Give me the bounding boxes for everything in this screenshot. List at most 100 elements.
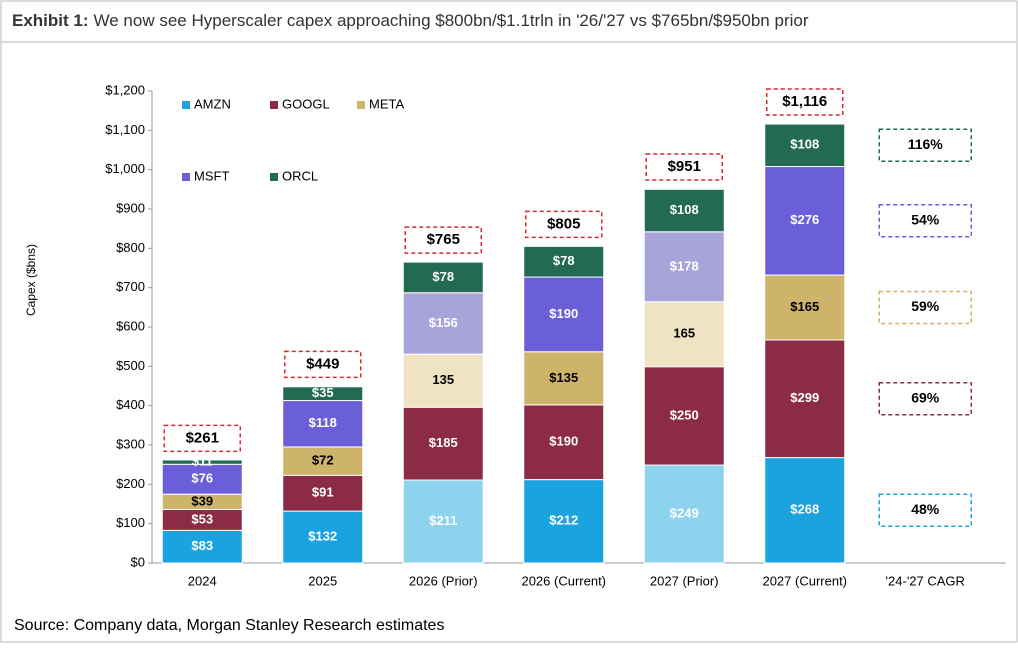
cagr-label: 116% [908,136,944,152]
value-label: $108 [790,137,819,152]
bar-segment [523,276,605,353]
bar-segment [643,366,725,466]
value-label: $250 [670,407,699,422]
bar-segment [402,353,484,408]
total-box [525,210,603,239]
value-label: $190 [549,434,578,449]
bar-segment [282,510,364,564]
x-tick-label: 2024 [188,573,217,588]
value-label: $299 [790,390,819,405]
bar-segment [764,339,846,459]
cagr-box [878,290,972,325]
legend-swatch [270,173,278,181]
value-label: $249 [670,505,699,520]
legend-label: AMZN [194,96,231,111]
bar-segment [161,529,243,564]
bar-segment [523,351,605,406]
bar-segment [282,386,364,402]
bar-segment [523,404,605,481]
value-label: $165 [790,299,819,314]
cagr-label: 59% [911,298,940,314]
bar-segment [643,231,725,303]
y-tick-label: $800 [116,240,145,255]
x-tick-label: 2027 (Current) [762,573,847,588]
value-label: $78 [432,269,454,284]
value-label: $83 [191,538,213,553]
total-label: $765 [427,231,460,248]
value-label: $178 [670,258,699,273]
value-label: $53 [191,511,213,526]
total-box [284,350,362,379]
bar-segment [764,123,846,168]
cagr-box [878,128,972,163]
x-tick-label: '24-'27 CAGR [886,573,965,588]
legend-swatch [270,101,278,109]
y-tick-label: $400 [116,397,145,412]
y-tick-label: $0 [131,554,145,569]
value-label: $11 [192,454,213,469]
bar-segment [764,166,846,276]
value-label: $78 [553,253,575,268]
value-label: $39 [191,493,213,508]
value-label: $76 [191,471,213,486]
bar-segment [643,188,725,233]
y-tick-label: $200 [116,476,145,491]
y-tick-label: $1,200 [105,82,145,97]
value-label: $132 [308,528,337,543]
value-label: $35 [312,385,334,400]
cagr-label: 54% [911,212,940,228]
title-text: We now see Hyperscaler capex approaching… [94,11,809,30]
legend-swatch [357,101,365,109]
cagr-box [878,493,972,528]
y-tick-label: $500 [116,358,145,373]
legend-swatch [182,173,190,181]
y-axis-title: Capex ($bns) [24,244,38,316]
legend-label: GOOGL [282,96,330,111]
legend-label: MSFT [194,168,229,183]
cagr-label: 48% [911,501,940,517]
total-box [766,88,844,116]
value-label: $276 [790,212,819,227]
total-label: $1,116 [782,93,827,110]
value-label: $135 [549,370,578,385]
value-label: $118 [309,415,337,430]
value-label: $190 [549,306,578,321]
legend-label: ORCL [282,168,318,183]
bar-segment [282,400,364,448]
y-tick-label: $600 [116,318,145,333]
total-label: $805 [547,215,580,232]
value-label: $72 [312,453,334,468]
y-tick-label: $100 [116,515,145,530]
x-tick-label: 2027 (Prior) [650,573,719,588]
value-label: $156 [429,315,458,330]
bar-segment [402,406,484,481]
chart-title: Exhibit 1: We now see Hyperscaler capex a… [12,11,809,30]
y-tick-label: $1,000 [105,161,145,176]
cagr-label: 69% [911,389,940,405]
cagr-box [878,382,972,416]
bar-segment [523,245,605,278]
title-lead: Exhibit 1: [12,11,89,30]
y-tick-label: $300 [116,436,145,451]
total-label: $951 [668,158,701,175]
x-tick-label: 2025 [308,573,337,588]
bar-segment [402,479,484,564]
legend-label: META [369,96,404,111]
bar-segment [402,261,484,294]
bar-segment [523,479,605,564]
value-label: $211 [429,513,457,528]
source: Source: Company data, Morgan Stanley Res… [14,617,444,634]
bar-segment [764,457,846,564]
y-tick-label: $900 [116,200,145,215]
value-label: $212 [549,513,578,528]
bar-segment [764,274,846,341]
total-box [645,153,723,181]
total-box [404,226,482,254]
x-tick-label: 2026 (Prior) [409,573,478,588]
total-label: $261 [186,429,219,446]
value-label: $91 [312,485,334,500]
value-label: 165 [673,326,695,341]
